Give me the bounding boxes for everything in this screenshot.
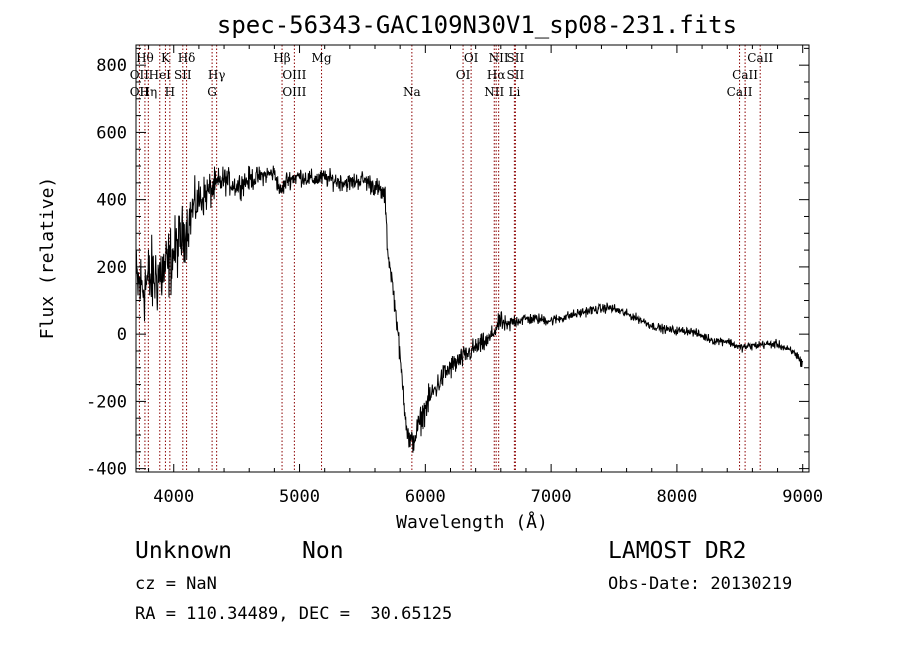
line-label-8: Hδ <box>178 51 196 65</box>
obs-date-text: Obs-Date: 20130219 <box>608 574 793 594</box>
axes-ticks: 4000 5000 6000 7000 8000 9000 -400 -200 0 200 400 6… <box>86 45 823 507</box>
y-tick-label-0: 0 <box>117 325 127 345</box>
line-label-11: Hβ <box>273 51 290 65</box>
line-label-22: SII <box>507 51 525 65</box>
line-label-19: Hα <box>487 68 506 82</box>
x-tick-label-8000: 8000 <box>656 487 697 507</box>
coordinates-text: RA = 110.34489, DEC = 30.65125 <box>135 604 453 624</box>
y-axis-label: Flux (relative) <box>37 177 58 340</box>
line-label-24: CaII <box>727 85 753 99</box>
line-label-14: Mg <box>312 51 332 65</box>
line-label-0: OII <box>130 68 150 82</box>
survey-label: LAMOST DR2 <box>608 538 747 564</box>
line-label-25: CaII <box>732 68 758 82</box>
line-label-9: G <box>207 85 217 99</box>
line-label-17: OI <box>464 51 479 65</box>
y-tick-label-200: 200 <box>96 258 127 278</box>
line-label-7: SII <box>174 68 192 82</box>
line-label-15: Na <box>403 85 421 99</box>
line-label-20: NII <box>489 51 509 65</box>
line-label-13: OIII <box>282 85 306 99</box>
line-label-4: HeI <box>149 68 172 82</box>
chart-title: spec-56343-GAC109N30V1_sp08-231.fits <box>217 11 737 39</box>
object-class: Unknown <box>135 538 232 564</box>
y-tick-label-800: 800 <box>96 56 127 76</box>
x-tick-label-7000: 7000 <box>531 487 572 507</box>
y-tick-label-600: 600 <box>96 123 127 143</box>
line-label-16: OI <box>456 68 471 82</box>
line-label-21: SII <box>507 68 525 82</box>
line-label-5: K <box>161 51 171 65</box>
line-label-1: OII <box>130 85 150 99</box>
redshift-text: cz = NaN <box>135 574 217 594</box>
x-tick-label-5000: 5000 <box>279 487 320 507</box>
line-label-10: Hγ <box>208 68 226 82</box>
x-tick-label-4000: 4000 <box>153 487 194 507</box>
x-tick-label-9000: 9000 <box>782 487 823 507</box>
y-tick-label-400: 400 <box>96 191 127 211</box>
line-label-26: CaII <box>747 51 773 65</box>
line-label-18: NII <box>484 85 504 99</box>
line-markers: OII OII Hθ Hη HeI K H SII Hδ G Hγ Hβ OIII OIII Mg Na OI O… <box>130 45 773 472</box>
line-label-23: Li <box>508 85 520 99</box>
line-label-6: H <box>165 85 175 99</box>
object-subclass: Non <box>302 538 344 564</box>
spectrum-layer <box>135 165 804 453</box>
line-label-3: Hη <box>139 85 157 99</box>
x-axis-label: Wavelength (Å) <box>396 511 548 533</box>
y-tick-label--200: -200 <box>86 392 127 412</box>
y-tick-label--400: -400 <box>86 460 127 480</box>
spectrum-line <box>135 165 804 453</box>
x-tick-label-6000: 6000 <box>405 487 446 507</box>
plot-frame <box>135 44 810 473</box>
line-label-2: Hθ <box>136 51 154 65</box>
line-label-12: OIII <box>282 68 306 82</box>
